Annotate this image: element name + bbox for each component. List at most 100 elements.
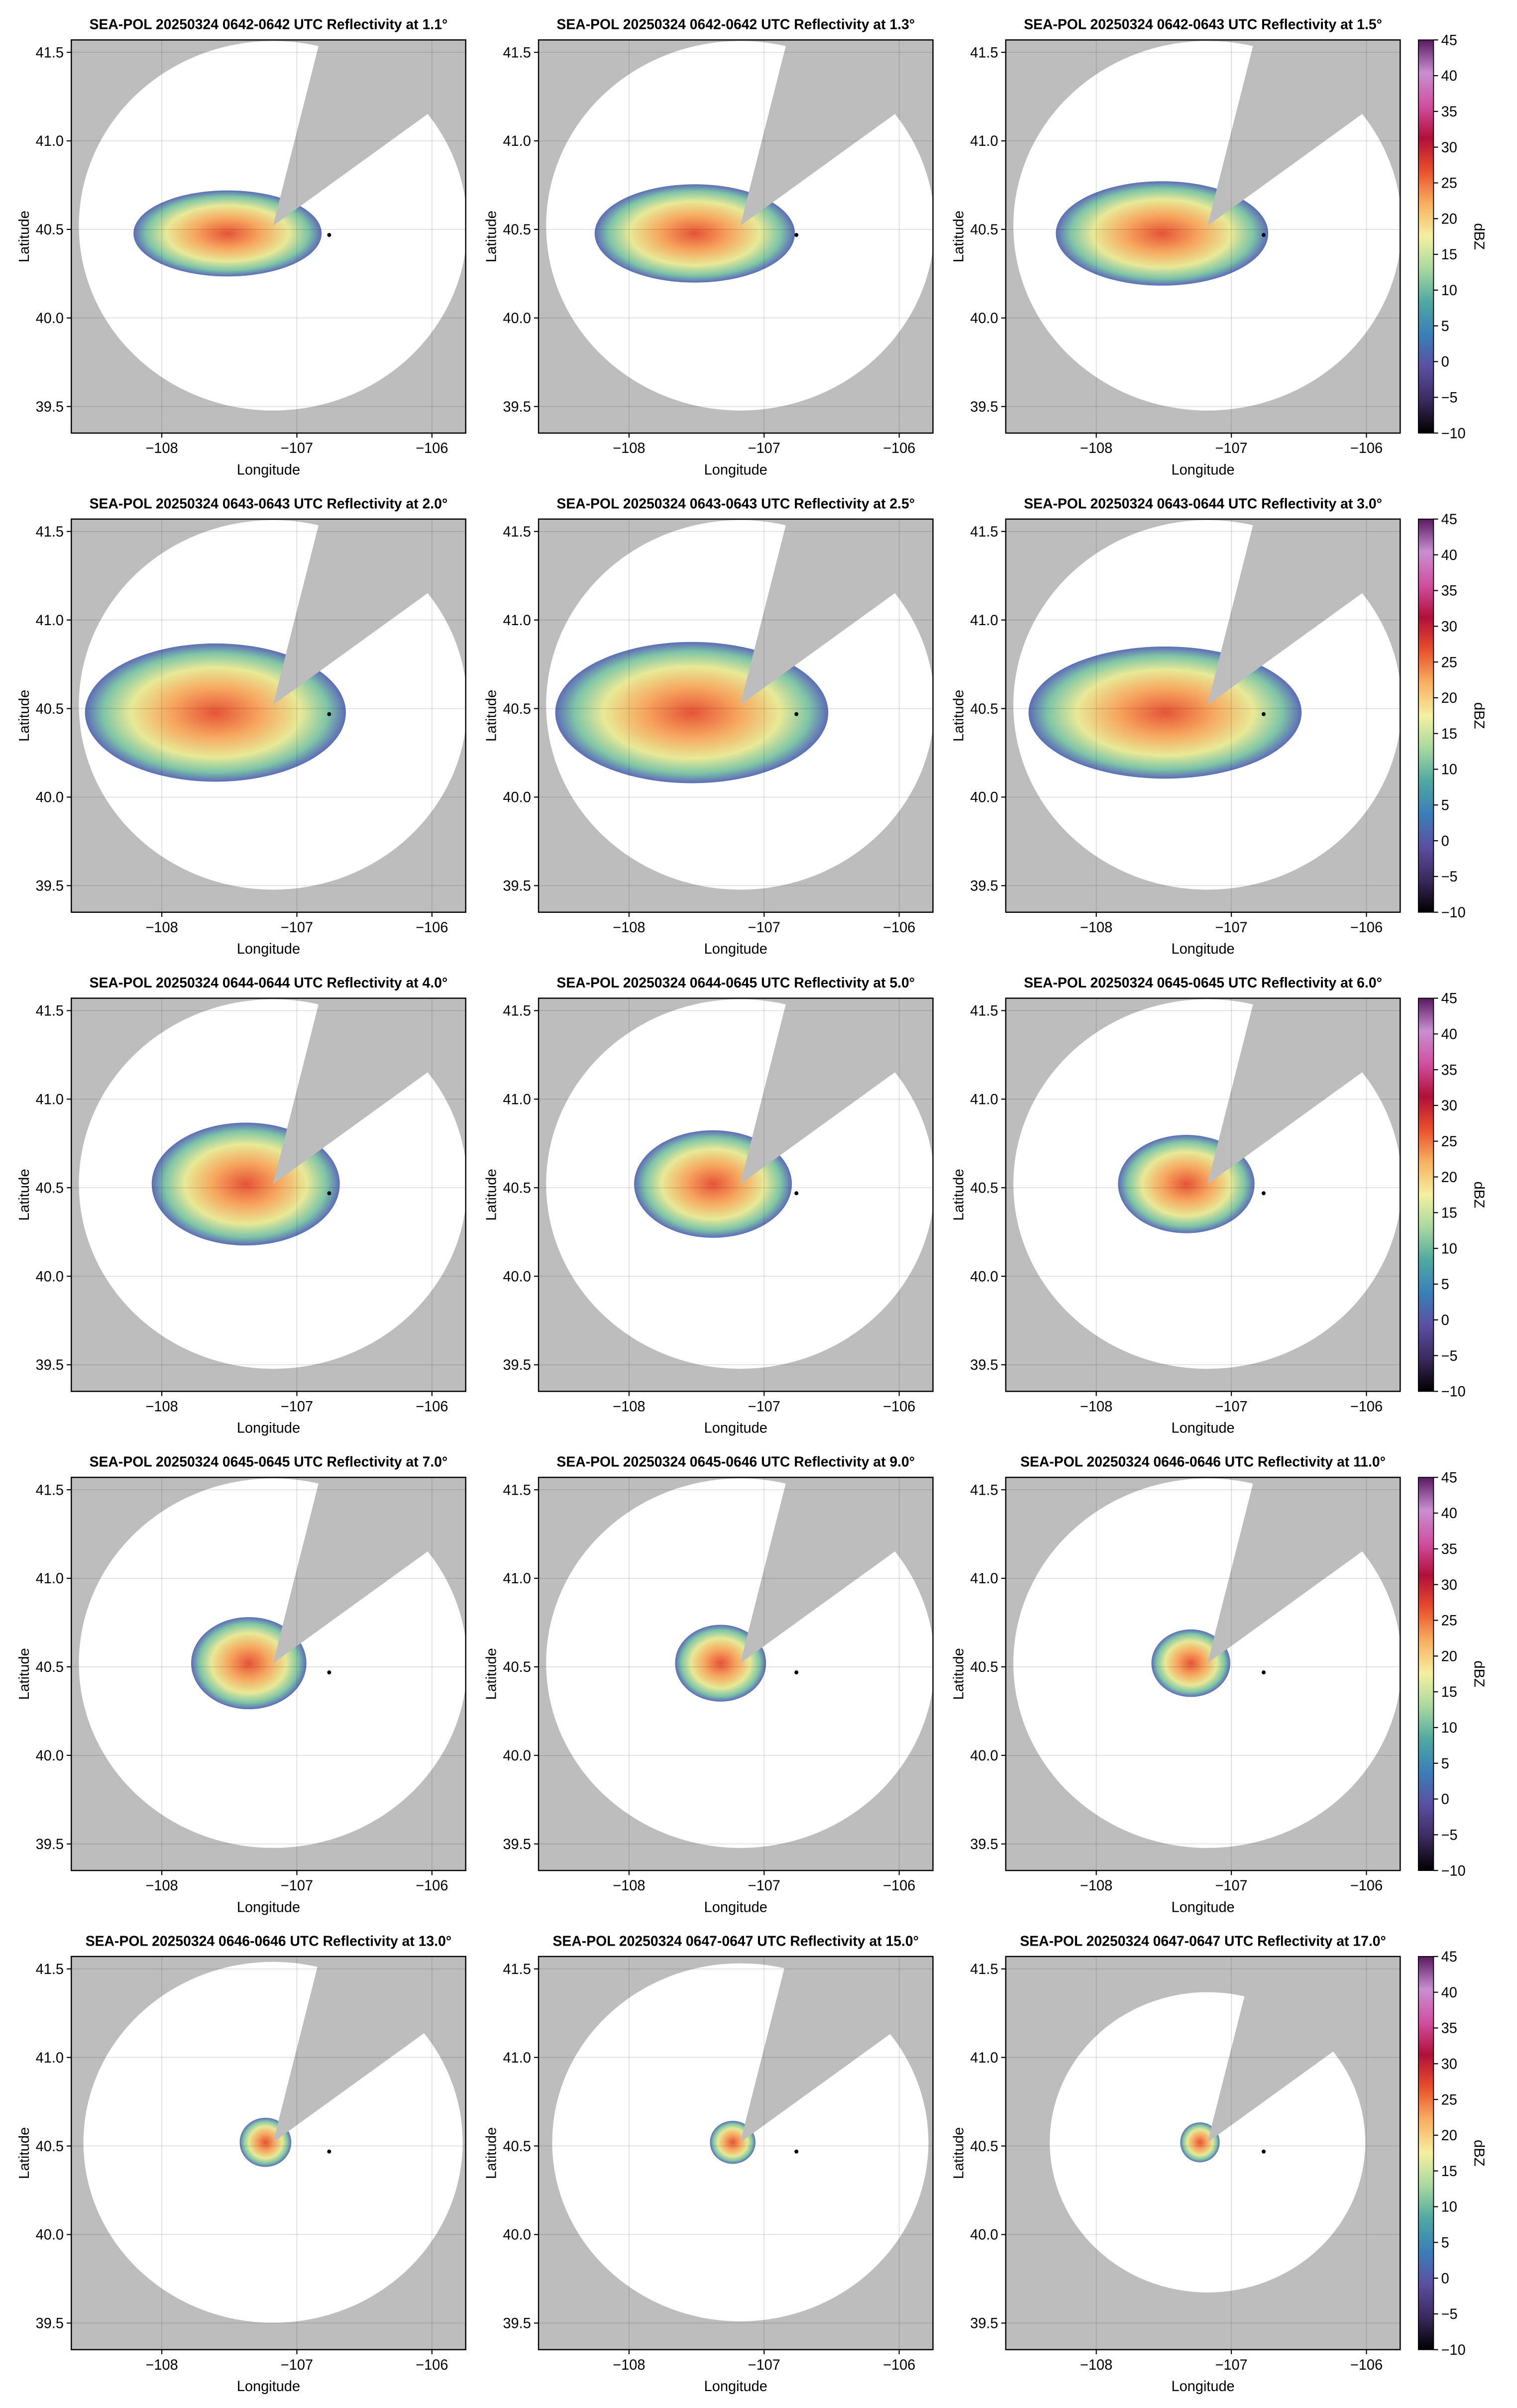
- plot-area: [79, 1477, 466, 1848]
- blocked-sector: [740, 40, 933, 226]
- x-tick-label: −107: [748, 1878, 780, 1894]
- y-tick-label: 40.5: [36, 1659, 64, 1675]
- x-tick-label: −108: [613, 1878, 645, 1894]
- panel: −108 −107 −106 39.5 40.0 40.5 41.0 41.5 SEA-POL …: [484, 1454, 934, 1915]
- y-tick-label: 40.0: [36, 1748, 64, 1764]
- x-tick-label: −106: [1350, 1878, 1383, 1894]
- colorbar-tick-label: 0: [1441, 1792, 1449, 1808]
- panel: −108 −107 −106 39.5 40.0 40.5 41.0 41.5 SEA-POL …: [951, 975, 1487, 1436]
- x-tick-label: −108: [1080, 1878, 1112, 1894]
- y-tick-label: 41.5: [503, 1003, 531, 1019]
- x-tick-label: −107: [1215, 1399, 1247, 1415]
- x-tick-label: −106: [1350, 440, 1383, 456]
- colorbar-tick-label: 10: [1441, 762, 1457, 778]
- chart-title: SEA-POL 20250324 0647-0647 UTC Reflectiv…: [553, 1933, 919, 1949]
- chart-title: SEA-POL 20250324 0646-0646 UTC Reflectiv…: [86, 1933, 451, 1949]
- colorbar-tick-label: 0: [1441, 2271, 1449, 2287]
- blocked-sector: [273, 519, 466, 705]
- blocked-sector: [273, 1477, 466, 1663]
- colorbar-tick-label: 15: [1441, 1205, 1457, 1221]
- y-tick-label: 40.0: [503, 311, 531, 327]
- chart-title: SEA-POL 20250324 0647-0647 UTC Reflectiv…: [1020, 1933, 1386, 1949]
- chart-title: SEA-POL 20250324 0642-0643 UTC Reflectiv…: [1024, 16, 1382, 32]
- echo: [191, 1617, 307, 1710]
- colorbar-label: dBZ: [1471, 1182, 1487, 1208]
- colorbar-tick-label: 35: [1441, 104, 1457, 120]
- axes-frame: [71, 997, 466, 1392]
- site-marker: [327, 712, 331, 716]
- plot-area: [546, 40, 933, 411]
- chart-title: SEA-POL 20250324 0643-0643 UTC Reflectiv…: [556, 496, 915, 512]
- plot-area: [79, 40, 466, 411]
- colorbar-tick-label: 40: [1441, 1506, 1457, 1522]
- y-tick-label: 41.0: [970, 133, 998, 149]
- colorbar-tick-label: −10: [1441, 1863, 1466, 1879]
- x-axis-label: Longitude: [704, 2379, 767, 2395]
- axes-frame: [1005, 1476, 1401, 1871]
- y-tick-label: 40.0: [36, 2227, 64, 2243]
- colorbar-tick-label: 35: [1441, 583, 1457, 599]
- y-axis-label: Latitude: [16, 2127, 32, 2179]
- y-tick-label: 40.5: [503, 1659, 531, 1675]
- y-tick-label: 41.5: [503, 524, 531, 540]
- panel: −108 −107 −106 39.5 40.0 40.5 41.0 41.5 SEA-POL …: [16, 16, 466, 478]
- x-axis-label: Longitude: [704, 941, 767, 957]
- panel: −108 −107 −106 39.5 40.0 40.5 41.0 41.5 SEA-POL …: [16, 1454, 466, 1915]
- chart-title: SEA-POL 20250324 0645-0645 UTC Reflectiv…: [90, 1454, 448, 1470]
- x-axis-label: Longitude: [1171, 1899, 1234, 1915]
- colorbar-label: dBZ: [1471, 2140, 1487, 2167]
- x-tick-label: −106: [416, 920, 448, 936]
- x-tick-label: −108: [145, 440, 178, 456]
- colorbar-tick-label: −10: [1441, 426, 1466, 441]
- x-tick-label: −107: [748, 1399, 780, 1415]
- axes-frame: [538, 518, 934, 913]
- colorbar-tick-label: 5: [1441, 1277, 1449, 1293]
- axes-frame: [1005, 997, 1401, 1392]
- y-tick-label: 39.5: [503, 1837, 531, 1853]
- colorbar-tick-label: −10: [1441, 1384, 1466, 1400]
- colorbar-tick-label: 40: [1441, 68, 1457, 84]
- colorbar-tick-label: 15: [1441, 2164, 1457, 2180]
- plot-area: [546, 1477, 933, 1848]
- colorbar-tick-label: −5: [1441, 390, 1458, 406]
- x-axis-label: Longitude: [704, 1421, 767, 1436]
- x-tick-label: −108: [613, 440, 645, 456]
- colorbar-tick-label: 45: [1441, 991, 1457, 1007]
- site-marker: [327, 1191, 331, 1196]
- x-axis-label: Longitude: [1171, 2379, 1234, 2395]
- x-tick-label: −107: [281, 1878, 313, 1894]
- site-marker: [1262, 712, 1266, 716]
- echo: [675, 1625, 766, 1702]
- y-tick-label: 40.5: [36, 1180, 64, 1196]
- axes-frame: [71, 1956, 466, 2350]
- colorbar-tick-label: −5: [1441, 869, 1458, 885]
- blocked-sector: [740, 1956, 933, 2143]
- axes-frame: [71, 39, 466, 434]
- y-tick-label: 41.0: [503, 133, 531, 149]
- colorbar-tick-label: 20: [1441, 211, 1457, 227]
- y-tick-label: 40.5: [503, 701, 531, 717]
- colorbar-tick-label: 15: [1441, 1684, 1457, 1700]
- y-tick-label: 41.0: [36, 613, 64, 629]
- colorbar-tick-label: 35: [1441, 1062, 1457, 1078]
- panel: −108 −107 −106 39.5 40.0 40.5 41.0 41.5 SEA-POL …: [951, 16, 1487, 478]
- colorbar-tick-label: 40: [1441, 1026, 1457, 1042]
- colorbar-tick-label: 15: [1441, 726, 1457, 742]
- x-tick-label: −106: [883, 2357, 915, 2373]
- y-tick-label: 41.0: [970, 1092, 998, 1107]
- y-tick-label: 41.5: [970, 1482, 998, 1498]
- y-tick-label: 39.5: [503, 878, 531, 894]
- panel: −108 −107 −106 39.5 40.0 40.5 41.0 41.5 SEA-POL …: [951, 1933, 1487, 2395]
- colorbar-tick-label: 10: [1441, 1720, 1457, 1736]
- colorbar-label: dBZ: [1471, 1660, 1487, 1687]
- y-axis-label: Latitude: [484, 690, 500, 742]
- x-axis-label: Longitude: [1171, 1421, 1234, 1436]
- plot-area: [1013, 40, 1401, 411]
- site-marker: [794, 712, 799, 716]
- y-tick-label: 41.0: [36, 1092, 64, 1107]
- y-tick-label: 40.0: [36, 790, 64, 806]
- y-tick-label: 41.5: [503, 45, 531, 61]
- plot-area: [1013, 998, 1401, 1369]
- colorbar-tick-label: 40: [1441, 1985, 1457, 2001]
- colorbar: [1417, 997, 1434, 1392]
